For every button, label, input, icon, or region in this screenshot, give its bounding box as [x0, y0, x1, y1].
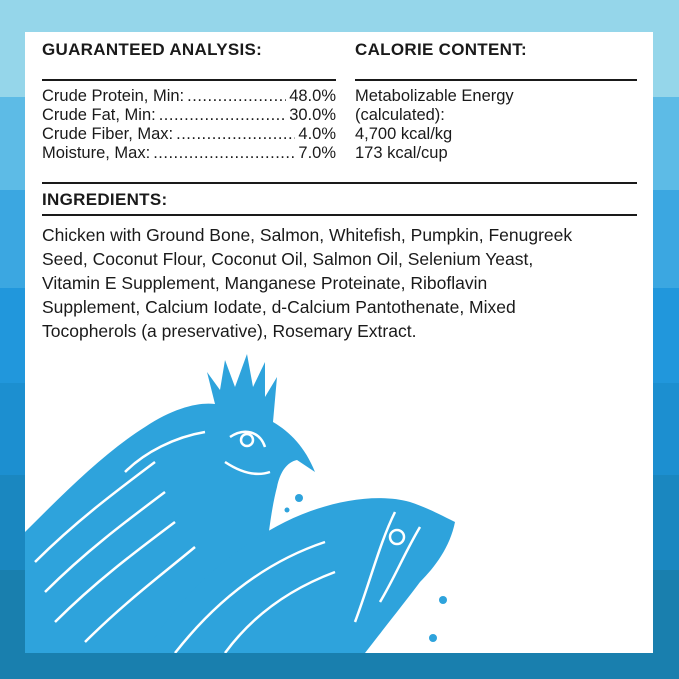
divider [42, 214, 637, 216]
label-panel: GUARANTEED ANALYSIS: Crude Protein, Min:… [25, 32, 653, 653]
divider [42, 79, 336, 81]
divider [355, 79, 637, 81]
analysis-label: Crude Fat, Min: [42, 106, 156, 124]
salmon-icon [145, 494, 455, 653]
ingredients-line: Vitamin E Supplement, Manganese Proteina… [42, 273, 488, 293]
analysis-row: Moisture, Max: 7.0% [42, 144, 336, 163]
ingredients-line: Seed, Coconut Flour, Coconut Oil, Salmon… [42, 249, 534, 269]
analysis-row: Crude Protein, Min: 48.0% [42, 87, 336, 106]
analysis-row: Crude Fat, Min: 30.0% [42, 106, 336, 125]
divider [42, 182, 637, 184]
analysis-value: 30.0% [289, 106, 336, 124]
calorie-line: 4,700 kcal/kg [355, 125, 453, 143]
guaranteed-analysis-title: GUARANTEED ANALYSIS: [42, 40, 263, 59]
ingredients-line: Tocopherols (a preservative), Rosemary E… [42, 321, 417, 341]
analysis-label: Crude Fiber, Max: [42, 125, 174, 143]
ingredients-line: Supplement, Calcium Iodate, d-Calcium Pa… [42, 297, 516, 317]
analysis-value: 48.0% [289, 87, 336, 105]
ingredients-line: Chicken with Ground Bone, Salmon, Whitef… [42, 225, 573, 245]
analysis-row: Crude Fiber, Max: 4.0% [42, 125, 336, 144]
calorie-content-title: CALORIE CONTENT: [355, 40, 527, 59]
calorie-line: 173 kcal/cup [355, 144, 448, 162]
ingredients-list: Chicken with Ground Bone, Salmon, Whitef… [42, 223, 572, 343]
calorie-line: (calculated): [355, 106, 445, 124]
analysis-label: Moisture, Max: [42, 144, 151, 162]
calorie-line: Metabolizable Energy [355, 87, 514, 105]
analysis-label: Crude Protein, Min: [42, 87, 185, 105]
analysis-value: 4.0% [298, 125, 336, 143]
analysis-value: 7.0% [298, 144, 336, 162]
chicken-salmon-illustration [25, 354, 455, 653]
ingredients-title: INGREDIENTS: [42, 190, 168, 209]
